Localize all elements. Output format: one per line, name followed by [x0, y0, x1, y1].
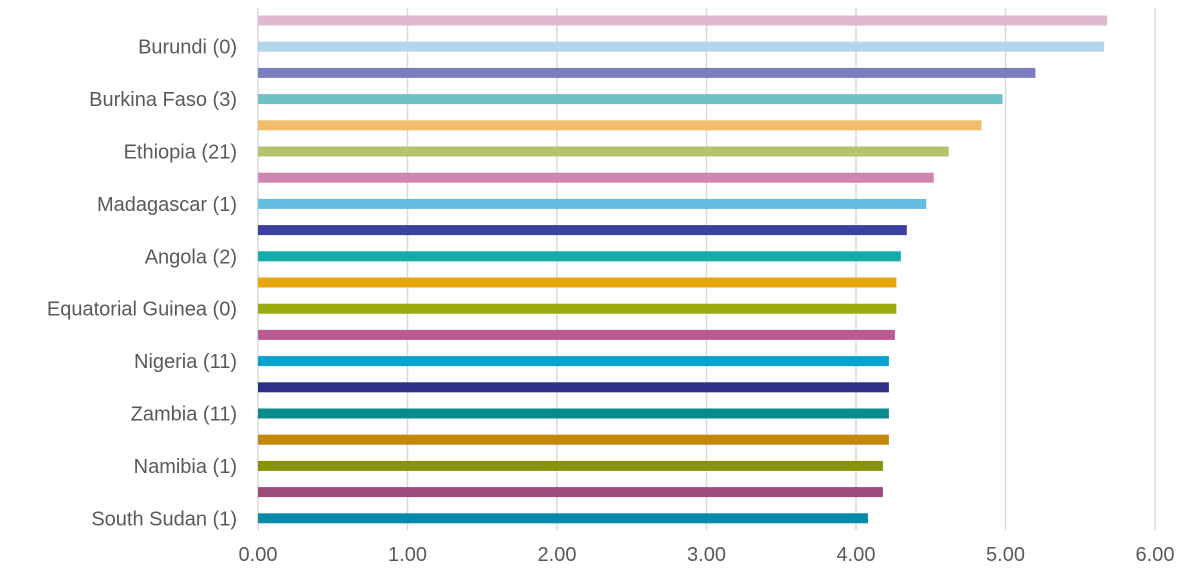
category-label: Namibia (1) — [134, 456, 237, 478]
x-axis-tick-labels: 0.00 1.00 2.00 3.00 4.00 5.00 6.00 — [239, 544, 1175, 566]
x-tick-label: 2.00 — [538, 544, 577, 566]
category-label: Equatorial Guinea (0) — [47, 299, 237, 321]
gridlines — [257, 8, 1156, 530]
category-label: Zambia (11) — [131, 404, 237, 426]
bar — [258, 434, 889, 445]
category-label: Madagascar (1) — [97, 194, 237, 216]
bar — [258, 172, 934, 183]
bar — [258, 303, 897, 314]
bar — [258, 225, 907, 236]
category-label: Ethiopia (21) — [124, 142, 237, 164]
category-label: South Sudan (1) — [91, 508, 237, 530]
bar — [258, 120, 982, 131]
bar — [258, 382, 889, 393]
bar — [258, 408, 889, 419]
bar — [258, 251, 901, 262]
bar — [258, 198, 927, 209]
category-labels: Burundi (0) Burkina Faso (3) Ethiopia (21)… — [47, 37, 237, 531]
x-tick-label: 4.00 — [837, 544, 876, 566]
bar — [258, 329, 895, 340]
bar — [258, 67, 1036, 78]
bar — [258, 513, 868, 524]
x-tick-label: 1.00 — [388, 544, 427, 566]
bar — [258, 460, 883, 471]
category-label: Burkina Faso (3) — [89, 89, 237, 111]
x-tick-label: 3.00 — [687, 544, 726, 566]
bar — [258, 487, 883, 498]
bar — [258, 41, 1105, 52]
category-label: Angola (2) — [145, 246, 237, 268]
category-label: Nigeria (11) — [134, 351, 237, 373]
bar — [258, 146, 949, 157]
category-label: Burundi (0) — [138, 37, 237, 59]
x-tick-label: 0.00 — [239, 544, 278, 566]
x-tick-label: 6.00 — [1136, 544, 1175, 566]
bars — [258, 15, 1108, 524]
bar — [258, 94, 1003, 105]
x-tick-label: 5.00 — [986, 544, 1025, 566]
bar — [258, 356, 889, 367]
bar — [258, 277, 897, 288]
bar — [258, 15, 1108, 26]
